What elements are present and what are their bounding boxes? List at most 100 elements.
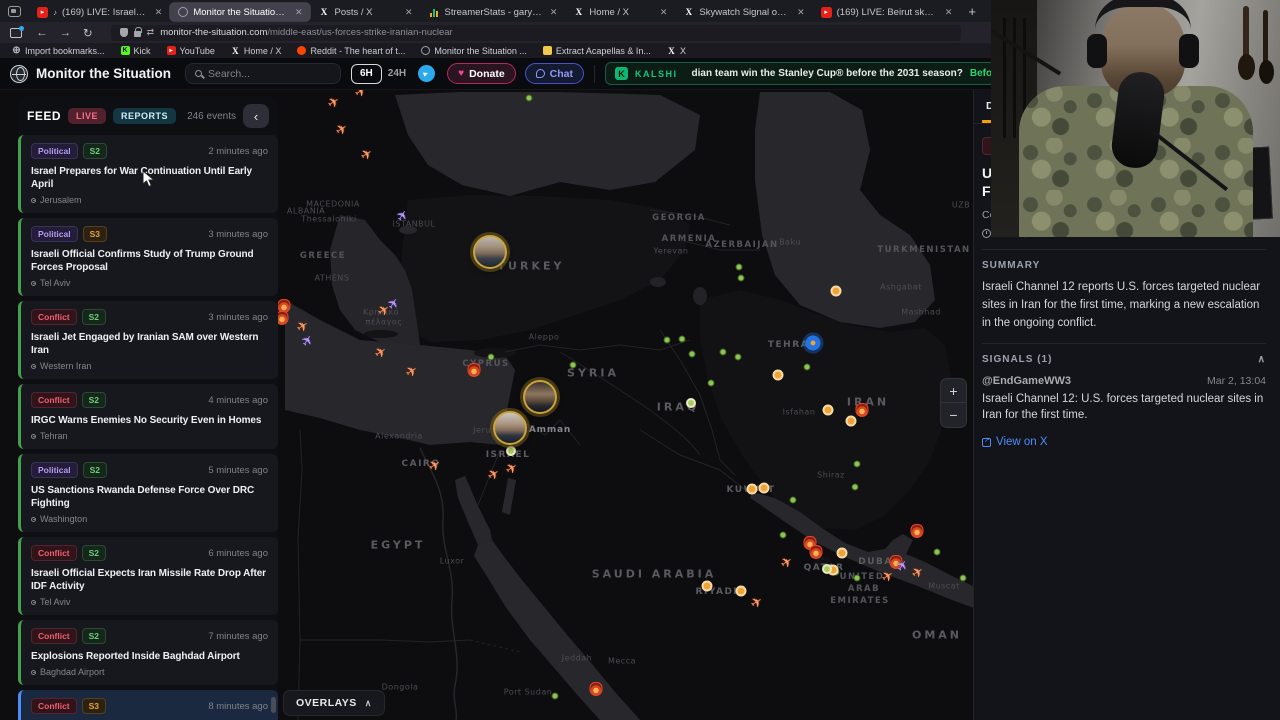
event-dot-marker[interactable] <box>663 336 671 344</box>
event-dot-marker[interactable] <box>933 548 941 556</box>
strike-marker[interactable] <box>589 682 603 696</box>
event-dot-marker[interactable] <box>779 531 787 539</box>
tab-live[interactable]: LIVE <box>68 108 107 124</box>
overlays-button[interactable]: OVERLAYS ∧ <box>283 690 385 716</box>
event-dot-marker[interactable] <box>758 482 770 494</box>
event-dot-marker[interactable] <box>845 415 857 427</box>
event-dot-marker[interactable] <box>487 353 495 361</box>
strike-marker[interactable] <box>855 403 869 417</box>
range-24h-button[interactable]: 24H <box>387 68 407 79</box>
back-button[interactable]: ← <box>36 26 48 39</box>
bookmark-item[interactable]: Reddit - The heart of t... <box>297 46 405 56</box>
url-bar[interactable]: ⇄ monitor-the-situation.com/middle-east/… <box>110 24 961 41</box>
close-tab-icon[interactable]: ✕ <box>549 6 558 17</box>
browser-tab[interactable]: X Home / X ✕ <box>575 6 668 18</box>
firefox-view-icon[interactable] <box>10 25 24 38</box>
donate-button[interactable]: ♥ Donate <box>447 63 516 84</box>
event-dot-marker[interactable] <box>836 547 848 559</box>
selected-event-marker[interactable] <box>805 335 821 351</box>
event-dot-marker[interactable] <box>772 369 784 381</box>
event-dot-marker[interactable] <box>735 585 747 597</box>
streamer-webcam-video[interactable] <box>991 0 1280 237</box>
card-badges-row: Conflict S3 8 minutes ago <box>31 698 268 714</box>
bookmark-item[interactable]: X Home / X <box>231 46 281 56</box>
chat-button[interactable]: Chat <box>524 63 585 84</box>
browser-tab[interactable]: Monitor the Situation - Live Gl...✕ <box>170 3 311 21</box>
bookmark-item[interactable]: ⊕ Import bookmarks... <box>12 45 104 56</box>
close-tab-icon[interactable]: ✕ <box>659 6 668 17</box>
browser-tab[interactable]: ▸♪(169) LIVE: Israel and US A...✕ <box>29 3 170 21</box>
feed-scrollbar[interactable] <box>271 697 276 713</box>
leader-photo-marker[interactable] <box>473 235 507 269</box>
event-dot-marker[interactable] <box>822 404 834 416</box>
event-dot-marker[interactable] <box>853 574 861 582</box>
leader-photo-marker[interactable] <box>493 411 527 445</box>
event-card[interactable]: Conflict S2 6 minutes ago Israeli Official … <box>18 537 278 615</box>
event-dot-marker[interactable] <box>678 335 686 343</box>
search-input[interactable]: Search... <box>184 63 341 84</box>
close-tab-icon[interactable]: ✕ <box>154 6 163 17</box>
event-card[interactable]: Political S3 3 minutes ago Israeli Official… <box>18 218 278 296</box>
strike-marker[interactable] <box>467 363 481 377</box>
event-dot-marker[interactable] <box>734 353 742 361</box>
event-dot-marker[interactable] <box>506 446 516 456</box>
close-tab-icon[interactable]: ✕ <box>797 6 805 17</box>
event-card[interactable]: Political S2 5 minutes ago US Sanctions Rwa… <box>18 454 278 532</box>
browser-tab[interactable]: StreamerStats - garydavid Stre...✕ <box>420 3 565 21</box>
tab-feed[interactable]: FEED <box>27 109 62 123</box>
forward-button[interactable]: → <box>59 26 72 39</box>
view-on-x-link[interactable]: View on X <box>982 436 1266 448</box>
event-dot-marker[interactable] <box>853 460 861 468</box>
event-card[interactable]: Conflict S2 4 minutes ago IRGC Warns Enemie… <box>18 384 278 449</box>
event-dot-marker[interactable] <box>719 348 727 356</box>
close-tab-icon[interactable]: ✕ <box>944 6 953 17</box>
close-tab-icon[interactable]: ✕ <box>404 6 413 17</box>
event-card[interactable]: Political S2 2 minutes ago Israel Prepares … <box>18 135 278 213</box>
new-tab-button[interactable]: + <box>968 3 976 19</box>
tab-list-icon[interactable] <box>8 5 21 17</box>
event-dot-marker[interactable] <box>830 285 842 297</box>
browser-tab[interactable]: X Posts / X ✕ <box>320 6 413 18</box>
event-dot-marker[interactable] <box>803 363 811 371</box>
strike-marker[interactable] <box>910 524 924 538</box>
strike-marker[interactable] <box>889 555 903 569</box>
event-dot-marker[interactable] <box>735 263 743 271</box>
event-dot-marker[interactable] <box>746 483 758 495</box>
event-title: US Sanctions Rwanda Defense Force Over D… <box>31 485 255 509</box>
event-card[interactable]: Conflict S2 7 minutes ago Explosions Report… <box>18 620 278 685</box>
zoom-in-button[interactable]: + <box>940 378 967 403</box>
kalshi-ticker[interactable]: K KALSHI dian team win the Stanley Cup® … <box>605 62 1044 85</box>
chevron-up-icon[interactable]: ∧ <box>1257 353 1266 365</box>
reload-button[interactable]: ↻ <box>83 27 93 40</box>
range-6h-button[interactable]: 6H <box>350 63 382 84</box>
event-dot-marker[interactable] <box>707 379 715 387</box>
event-dot-marker[interactable] <box>686 398 696 408</box>
strike-marker[interactable] <box>809 545 823 559</box>
zoom-out-button[interactable]: − <box>940 403 967 428</box>
event-dot-marker[interactable] <box>551 692 559 700</box>
collapse-panel-button[interactable]: ‹ <box>243 104 269 128</box>
bookmark-item[interactable]: Monitor the Situation ... <box>421 46 527 56</box>
app-logo-globe-icon <box>10 64 28 83</box>
event-dot-marker[interactable] <box>822 564 832 574</box>
close-tab-icon[interactable]: ✕ <box>294 6 303 17</box>
event-card[interactable]: Conflict S2 3 minutes ago Israeli Jet Engag… <box>18 301 278 379</box>
event-dot-marker[interactable] <box>569 361 577 369</box>
event-dot-marker[interactable] <box>851 483 859 491</box>
browser-tab[interactable]: ▸(169) LIVE: Beirut skyline after I...✕ <box>813 3 961 21</box>
event-dot-marker[interactable] <box>737 274 745 282</box>
event-dot-marker[interactable] <box>789 496 797 504</box>
event-dot-marker[interactable] <box>959 574 967 582</box>
tab-reports[interactable]: REPORTS <box>113 108 177 124</box>
leader-photo-marker[interactable] <box>523 380 557 414</box>
telegram-icon[interactable]: ▸ <box>418 65 436 82</box>
bookmark-item[interactable]: K Kick <box>120 46 151 56</box>
bookmark-item[interactable]: ▸ YouTube <box>166 46 215 56</box>
event-dot-marker[interactable] <box>701 580 713 592</box>
event-dot-marker[interactable] <box>688 350 696 358</box>
bookmark-item[interactable]: Extract Acapellas & In... <box>542 46 651 56</box>
event-dot-marker[interactable] <box>525 94 533 102</box>
